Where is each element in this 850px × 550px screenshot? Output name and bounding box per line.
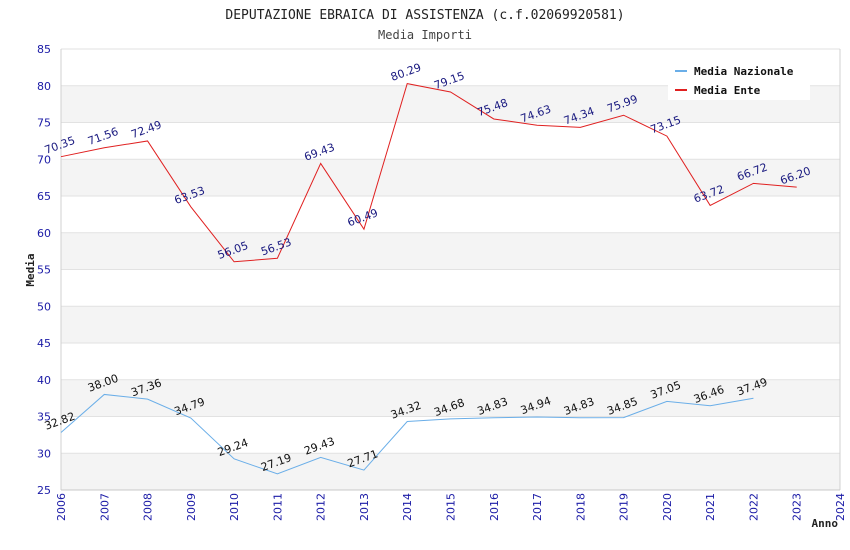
x-tick-label: 2021 (704, 493, 717, 521)
series-line-media-nazionale (60, 393, 754, 475)
x-tick-label: 2023 (791, 493, 804, 521)
x-tick-label: 2007 (98, 493, 111, 521)
y-tick-label: 50 (37, 300, 51, 313)
x-tick-label: 2008 (142, 493, 155, 521)
grid-band (61, 159, 840, 196)
x-axis-title: Anno (812, 517, 839, 530)
y-axis-ticks: 25 30 35 40 45 50 55 60 65 70 75 80 85 (37, 43, 51, 497)
y-tick-label: 55 (37, 264, 51, 277)
grid-band (61, 453, 840, 490)
y-tick-label: 60 (37, 227, 51, 240)
grid-band (61, 343, 840, 380)
x-tick-label: 2020 (661, 493, 674, 521)
x-tick-label: 2010 (228, 493, 241, 521)
x-tick-label: 2013 (358, 493, 371, 521)
legend-label: Media Nazionale (694, 65, 794, 78)
grid-band (61, 379, 840, 417)
chart-title: DEPUTAZIONE EBRAICA DI ASSISTENZA (c.f.0… (225, 8, 624, 23)
legend-box (668, 60, 810, 100)
x-tick-label: 2011 (271, 493, 284, 521)
grid-band (61, 306, 840, 343)
y-tick-label: 30 (37, 447, 51, 460)
y-tick-label: 75 (37, 117, 51, 130)
x-tick-label: 2024 (834, 493, 847, 521)
y-tick-label: 85 (37, 43, 51, 56)
x-tick-label: 2017 (531, 493, 544, 521)
series-line-media-ente (60, 83, 797, 263)
grid-bands (60, 48, 841, 491)
y-tick-label: 40 (37, 374, 51, 387)
grid-band (61, 232, 840, 270)
x-axis-ticks: 2006 2007 2008 2009 2010 2011 2012 2013 2014 2015… (55, 493, 847, 521)
chart-subtitle: Media Importi (378, 28, 472, 42)
y-tick-label: 80 (37, 80, 51, 93)
y-tick-label: 25 (37, 484, 51, 497)
y-tick-label: 45 (37, 337, 51, 350)
y-tick-label: 70 (37, 153, 51, 166)
x-tick-label: 2019 (618, 493, 631, 521)
x-tick-label: 2014 (401, 493, 414, 521)
x-tick-label: 2009 (185, 493, 198, 521)
y-tick-label: 35 (37, 411, 51, 424)
grid-band (61, 122, 840, 160)
series-lines (60, 83, 797, 475)
grid-band (61, 416, 840, 454)
x-tick-label: 2018 (574, 493, 587, 521)
y-axis-title: Media (24, 253, 37, 286)
grid-band (61, 269, 840, 307)
x-tick-label: 2015 (445, 493, 458, 521)
grid-band (61, 196, 840, 233)
legend: Media Nazionale Media Ente (668, 60, 810, 100)
x-tick-label: 2022 (747, 493, 760, 521)
legend-label: Media Ente (694, 84, 761, 97)
x-tick-label: 2006 (55, 493, 68, 521)
y-tick-label: 65 (37, 190, 51, 203)
x-tick-label: 2012 (315, 493, 328, 521)
x-tick-label: 2016 (488, 493, 501, 521)
